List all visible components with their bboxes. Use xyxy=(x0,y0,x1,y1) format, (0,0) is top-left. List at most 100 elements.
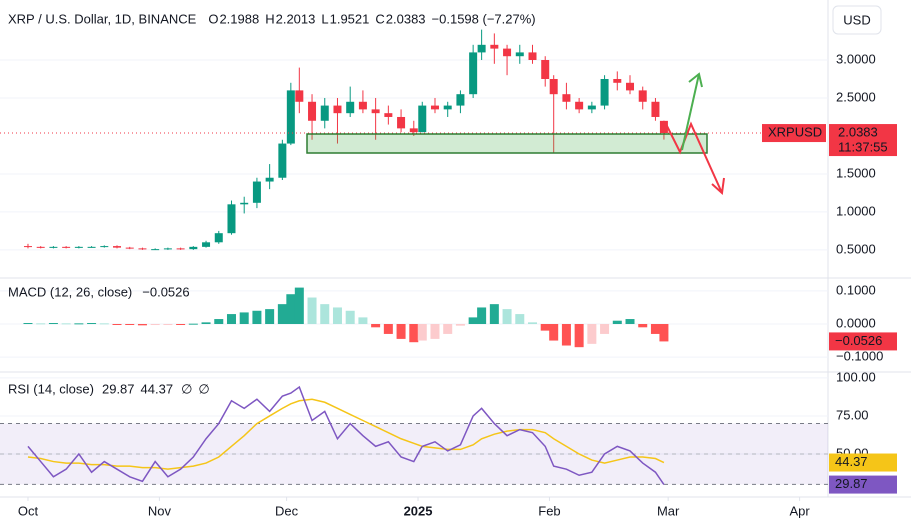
candle-body xyxy=(490,44,499,49)
candle-body xyxy=(138,248,147,250)
macd-bar xyxy=(112,324,122,326)
candle-body xyxy=(626,82,635,91)
candle-body xyxy=(176,248,185,250)
macd-bar xyxy=(443,324,453,334)
candle-body xyxy=(587,105,596,110)
macd-bar xyxy=(48,323,58,325)
macd-bar xyxy=(99,323,109,325)
empty-value: ∅ xyxy=(181,381,192,396)
candle-body xyxy=(503,48,512,57)
candle-body xyxy=(189,246,198,250)
candle-body xyxy=(100,246,109,248)
macd-bar xyxy=(320,304,330,325)
macd-bar xyxy=(239,312,249,325)
macd-bar xyxy=(286,294,296,325)
macd-tag-bg xyxy=(829,332,897,351)
symbol-tag-bg xyxy=(762,124,826,143)
candle-body xyxy=(62,246,71,248)
y-tick-label: 100.00 xyxy=(836,369,876,384)
macd-bar xyxy=(87,323,97,325)
macd-bar xyxy=(383,324,393,334)
symbol-tag: XRPUSD xyxy=(768,124,822,139)
candle-body xyxy=(125,247,134,249)
x-tick-label: Mar xyxy=(657,503,680,518)
candle-body xyxy=(278,143,287,178)
candle-body xyxy=(575,101,584,110)
macd-bar xyxy=(201,322,211,325)
macd-tag: −0.0526 xyxy=(835,333,882,348)
candle-body xyxy=(469,52,478,95)
candle-body xyxy=(515,52,524,57)
macd-bar xyxy=(176,324,186,326)
rsi-ma-tag: 44.37 xyxy=(835,454,868,469)
macd-bar xyxy=(515,314,525,325)
price-tag: 2.0383 xyxy=(838,124,878,139)
candle-body xyxy=(600,78,609,106)
candle-body xyxy=(477,44,486,53)
macd-bar xyxy=(409,324,419,343)
macd-bar xyxy=(489,304,499,325)
rsi-tag-bg xyxy=(829,475,897,494)
macd-bar xyxy=(455,324,465,326)
countdown: 11:37:55 xyxy=(838,139,888,154)
close-value: 2.0383 xyxy=(386,11,426,26)
macd-bar xyxy=(125,324,135,326)
y-tick-label: 2.5000 xyxy=(836,89,876,104)
candle-body xyxy=(409,128,418,133)
support-zone xyxy=(306,133,708,154)
macd-bar xyxy=(226,314,236,325)
rsi-ma-tag-bg xyxy=(829,453,897,472)
candle-body xyxy=(23,246,32,248)
macd-bar xyxy=(150,324,160,326)
macd-bar xyxy=(549,324,559,341)
macd-bar xyxy=(277,304,287,325)
macd-bar xyxy=(659,324,669,342)
macd-value: −0.0526 xyxy=(142,284,189,299)
candle-body xyxy=(397,116,406,129)
macd-bar xyxy=(252,310,262,325)
candle-body xyxy=(151,249,160,251)
candle-body xyxy=(320,105,329,121)
candle-body xyxy=(613,78,622,83)
price-tag-bg xyxy=(829,124,897,157)
candle-body xyxy=(541,60,550,79)
empty-value: ∅ xyxy=(198,381,209,396)
candle-body xyxy=(227,204,236,234)
macd-bar xyxy=(345,310,355,325)
rsi-value: 29.87 xyxy=(102,381,135,396)
candle-body xyxy=(214,233,223,243)
macd-bar xyxy=(625,319,635,325)
pane-title: RSI (14, close) xyxy=(8,381,94,396)
macd-bar xyxy=(294,287,304,325)
candle-body xyxy=(240,202,249,205)
candle-body xyxy=(659,120,668,134)
y-tick-label: 1.5000 xyxy=(836,165,876,180)
rsi-line xyxy=(27,398,665,470)
bullish-arrowhead xyxy=(688,72,703,88)
currency-button[interactable] xyxy=(832,5,882,35)
candle-body xyxy=(202,242,211,247)
candle-body xyxy=(113,246,122,248)
y-tick-label: 3.0000 xyxy=(836,51,876,66)
rsi-line xyxy=(27,385,665,486)
candle-body xyxy=(265,177,274,182)
macd-bar xyxy=(163,324,173,326)
ohlc-letter: O xyxy=(208,11,218,26)
macd-bar xyxy=(612,320,622,325)
macd-bar xyxy=(332,307,342,325)
candle-body xyxy=(308,101,317,121)
macd-bar xyxy=(214,319,224,325)
ohlc-letter: H xyxy=(265,11,274,26)
macd-bar xyxy=(417,324,427,341)
macd-bar xyxy=(502,309,512,325)
candle-body xyxy=(346,101,355,114)
candle-body xyxy=(36,246,45,248)
y-tick-label: 0.0000 xyxy=(836,315,876,330)
y-tick-label: −0.1000 xyxy=(836,349,883,364)
low-value: 1.9521 xyxy=(330,11,370,26)
candle-body xyxy=(456,94,465,106)
ohlc-letter: L xyxy=(321,11,328,26)
macd-bar xyxy=(638,324,648,328)
chart-title: XRP / U.S. Dollar, 1D, BINANCE xyxy=(8,11,197,26)
candle-body xyxy=(430,105,439,110)
